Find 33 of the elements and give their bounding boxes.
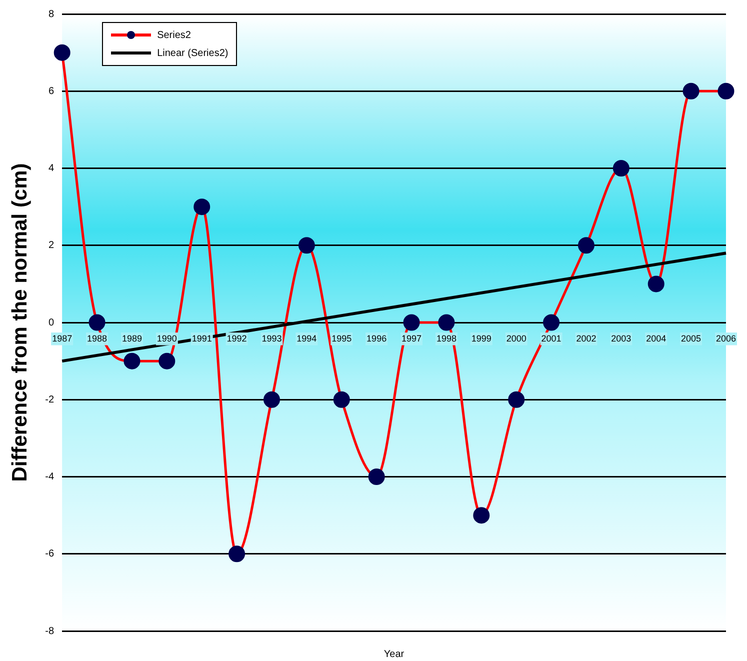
x-tick-label: 1998 [436, 333, 456, 344]
y-tick-label: 8 [48, 8, 55, 20]
x-tick-label: 1992 [226, 333, 247, 344]
y-axis-title: Difference from the normal (cm) [8, 163, 32, 482]
x-tick-label: 1989 [122, 333, 142, 344]
x-axis-title: Year [384, 649, 405, 660]
x-tick-label: 1988 [87, 333, 108, 344]
x-tick-label: 2004 [646, 333, 666, 344]
x-tick-label: 2001 [541, 333, 562, 344]
y-tick-label: 4 [48, 163, 55, 174]
x-tick-label: 1999 [471, 333, 492, 344]
x-tick-label: 2000 [506, 333, 526, 344]
x-tick-label: 2005 [681, 333, 702, 344]
x-tick-label: 1990 [156, 333, 177, 344]
x-tick-label: 1993 [262, 333, 282, 344]
x-tick-label: 2006 [716, 333, 736, 344]
x-tick-label: 1995 [332, 333, 352, 344]
y-tick-label: 6 [48, 86, 55, 97]
y-tick-label: 2 [48, 240, 55, 252]
y-tick-label: -8 [45, 626, 55, 637]
x-tick-label: 1994 [296, 333, 317, 344]
y-tick-label: -4 [45, 472, 55, 482]
y-tick-label: 0 [48, 317, 55, 328]
legend-label: Linear (Series2) [157, 48, 228, 58]
x-tick-label: 1996 [366, 333, 387, 344]
x-tick-label: 2002 [576, 333, 596, 344]
x-tick-label: 1991 [192, 333, 212, 344]
x-tick-label: 2003 [611, 333, 632, 344]
y-tick-label: -2 [45, 394, 55, 406]
x-tick-label: 1987 [52, 333, 72, 344]
y-tick-label: -6 [45, 548, 55, 560]
x-tick-label: 1997 [401, 333, 422, 344]
legend-label: Series2 [157, 30, 191, 40]
